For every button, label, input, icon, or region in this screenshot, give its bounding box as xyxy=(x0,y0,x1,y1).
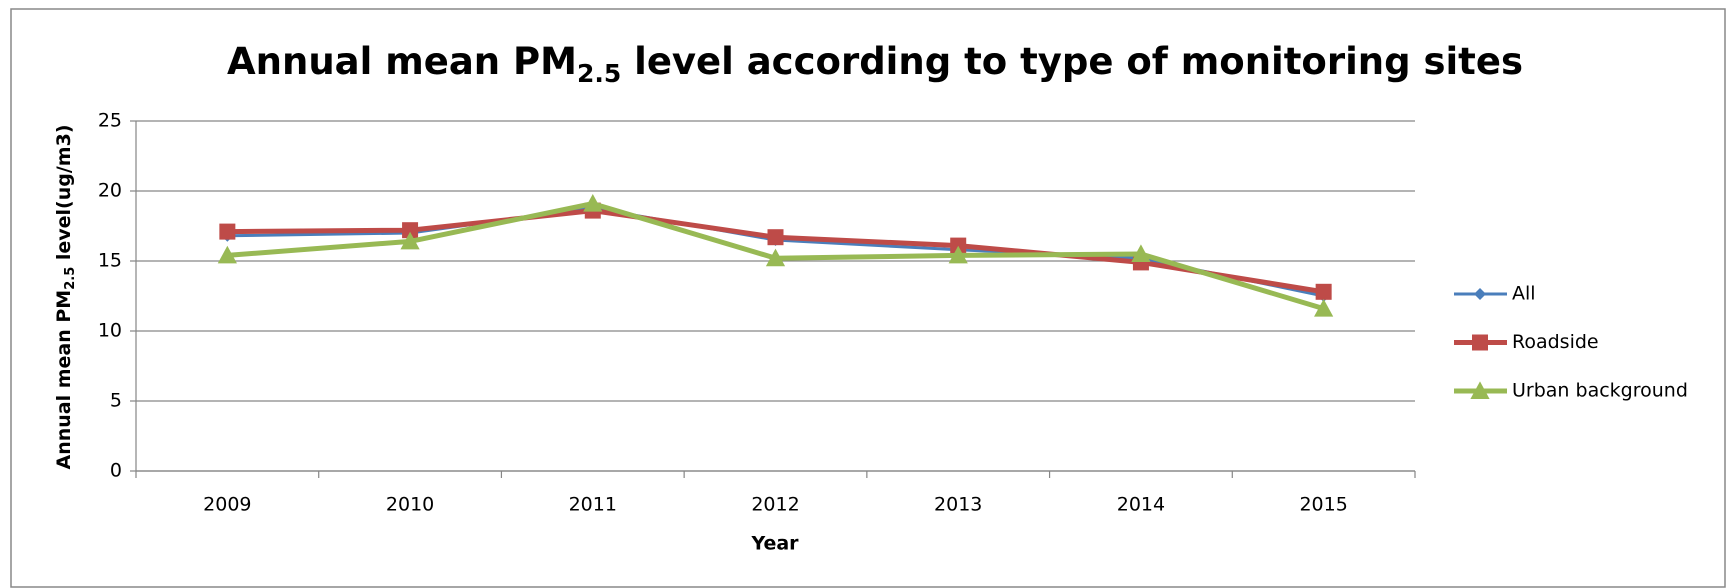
x-tick-label: 2010 xyxy=(386,494,434,516)
y-tick-label: 15 xyxy=(98,250,122,272)
marker xyxy=(765,248,786,267)
marker xyxy=(1131,244,1151,262)
y-axis-title: Annual mean PM2.5 level(ug/m3) xyxy=(53,125,78,470)
marker xyxy=(217,245,237,264)
marker xyxy=(1470,381,1490,399)
marker xyxy=(1472,334,1488,351)
title-part: level according to type of monitoring si… xyxy=(621,40,1523,83)
title-part: Annual mean PM xyxy=(227,40,577,83)
title-subscript: 2.5 xyxy=(577,59,621,88)
x-tick-label: 2012 xyxy=(751,494,799,516)
x-tick-label: 2015 xyxy=(1299,494,1347,516)
legend-label: Urban background xyxy=(1512,380,1688,402)
marker xyxy=(950,237,967,254)
marker xyxy=(1314,299,1334,317)
legend-label: Roadside xyxy=(1512,331,1599,353)
y-tick-label: 5 xyxy=(110,390,122,412)
y-title-part: level(ug/m3) xyxy=(53,125,75,267)
marker xyxy=(1315,283,1332,300)
marker xyxy=(767,229,784,246)
marker xyxy=(583,194,603,212)
marker xyxy=(948,245,968,264)
legend-label: All xyxy=(1512,283,1536,305)
chart-title: Annual mean PM2.5 level according to typ… xyxy=(227,40,1523,89)
x-tick-label: 2013 xyxy=(934,494,982,516)
marker xyxy=(400,231,420,250)
y-tick-label: 0 xyxy=(110,460,122,482)
y-tick-label: 25 xyxy=(98,110,122,132)
marker xyxy=(219,223,236,240)
y-title-subscript: 2.5 xyxy=(63,267,78,290)
chart-border xyxy=(10,8,1726,588)
x-axis-title: Year xyxy=(750,533,799,555)
x-tick-label: 2009 xyxy=(203,494,251,516)
marker xyxy=(402,222,419,239)
y-tick-label: 20 xyxy=(98,180,122,202)
x-tick-label: 2011 xyxy=(569,494,617,516)
y-tick-label: 10 xyxy=(98,320,122,342)
y-title-part: Annual mean PM xyxy=(53,290,75,470)
x-tick-label: 2014 xyxy=(1117,494,1165,516)
marker xyxy=(1474,288,1486,300)
